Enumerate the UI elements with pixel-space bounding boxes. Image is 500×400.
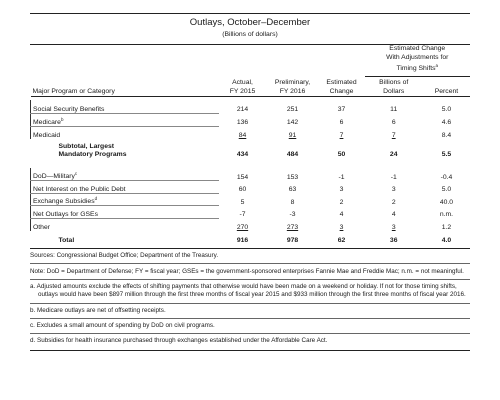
outlays-table: Estimated Change With Adjustments for Ti… bbox=[30, 45, 470, 244]
table-row: Exchange Subsidiesd 5 8 2 2 40.0 bbox=[30, 193, 471, 206]
table-row: Net Outlays for GSEs -7 -3 4 4 n.m. bbox=[30, 205, 471, 219]
bottom-rule bbox=[30, 349, 470, 351]
table-row: Net Interest on the Public Debt 60 63 3 … bbox=[30, 180, 471, 194]
table-row: Social Security Benefits 214 251 37 11 5… bbox=[30, 100, 471, 114]
table-bottom-rule bbox=[30, 247, 470, 249]
table-notes: Sources: Congressional Budget Office; De… bbox=[30, 252, 470, 346]
footnote-a: a. Adjusted amounts exclude the effects … bbox=[30, 283, 466, 299]
table-row: Medicareb 136 142 6 6 4.6 bbox=[30, 113, 471, 127]
title-rule bbox=[30, 44, 470, 45]
table-title: Outlays, October–December bbox=[189, 17, 311, 28]
table-row: DoD—Militaryc 154 153 -1 -1 -0.4 bbox=[30, 168, 471, 181]
outlays-table-document: Outlays, October–December (Billions of d… bbox=[30, 13, 470, 351]
total-row: Total 916 978 62 36 4.0 bbox=[58, 236, 452, 244]
column-header-estimated-change: Estimated Change bbox=[326, 79, 357, 95]
footnote-c: c. Excludes a small amount of spending b… bbox=[30, 321, 215, 329]
table-row: Other 270 273 3 3 1.2 bbox=[30, 218, 471, 231]
footnote-d: d. Subsidies for health insurance purcha… bbox=[30, 337, 328, 345]
timing-shift-group-header: Estimated Change With Adjustments for Ti… bbox=[386, 45, 449, 72]
column-header-percent: Percent bbox=[434, 87, 459, 95]
sources-note: Sources: Congressional Budget Office; De… bbox=[30, 251, 219, 259]
table-subtitle: (Billions of dollars) bbox=[222, 31, 278, 38]
column-header-billions: Billions of Dollars bbox=[379, 79, 409, 95]
table-row: Medicaid 84 91 7 7 8.4 bbox=[30, 126, 471, 139]
column-header-preliminary: Preliminary, FY 2016 bbox=[274, 79, 311, 95]
top-rule bbox=[30, 13, 470, 14]
footnote-b: b. Medicare outlays are net of offsettin… bbox=[30, 306, 166, 314]
abbreviations-note: Note: DoD = Department of Defense; FY = … bbox=[30, 267, 464, 275]
subtotal-row: Subtotal, Largest Mandatory Programs 434… bbox=[58, 142, 452, 159]
column-header-actual: Actual, FY 2015 bbox=[229, 79, 256, 95]
column-header-category: Major Program or Category bbox=[32, 87, 115, 95]
